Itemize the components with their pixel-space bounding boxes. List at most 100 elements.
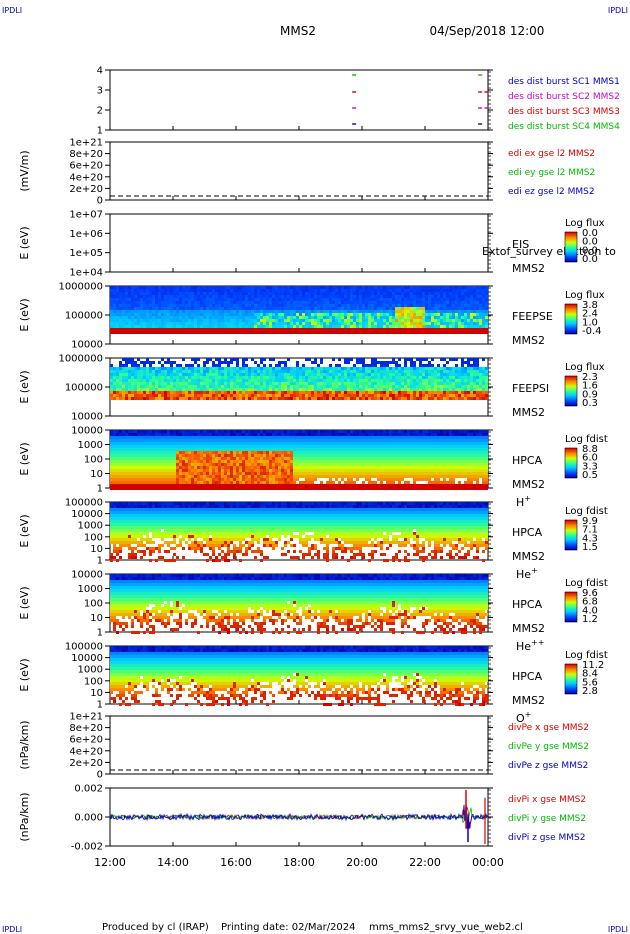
spectrogram-cell xyxy=(227,448,230,451)
spectrogram-cell xyxy=(137,301,140,304)
spectrogram-cell xyxy=(326,295,329,298)
spectrogram-cell xyxy=(431,391,434,394)
spectrogram-cell xyxy=(254,310,257,313)
spectrogram-cell xyxy=(167,373,170,376)
spectrogram-cell xyxy=(200,292,203,295)
spectrogram-cell xyxy=(149,328,152,331)
spectrogram-cell xyxy=(323,322,326,325)
spectrogram-cell xyxy=(194,475,197,478)
spectrogram-cell xyxy=(203,454,206,457)
spectrogram-cell xyxy=(287,379,290,382)
spectrogram-cell xyxy=(197,310,200,313)
spectrogram-cell xyxy=(197,454,200,457)
spectrogram-cell xyxy=(467,292,470,295)
spectrogram-cell xyxy=(434,388,437,391)
spectrogram-cell xyxy=(323,301,326,304)
spectrogram-cell xyxy=(314,373,317,376)
spectrogram-cell xyxy=(137,289,140,292)
spectrogram-cell xyxy=(173,292,176,295)
spectrogram-cell xyxy=(371,307,374,310)
spectrogram-cell xyxy=(314,292,317,295)
spectrogram-cell xyxy=(233,397,236,400)
spectrogram-cell xyxy=(458,367,461,370)
spectrogram-cell xyxy=(371,286,374,289)
spectrogram-cell xyxy=(431,304,434,307)
spectrogram-cell xyxy=(356,295,359,298)
spectrogram-cell xyxy=(182,487,185,490)
spectrogram-cell xyxy=(137,376,140,379)
spectrogram-cell xyxy=(440,385,443,388)
spectrogram-cell xyxy=(200,376,203,379)
spectrogram-cell xyxy=(167,382,170,385)
spectrogram-cell xyxy=(194,439,197,442)
spectrogram-cell xyxy=(425,292,428,295)
spectrogram-cell xyxy=(263,460,266,463)
spectrogram-cell xyxy=(149,478,152,481)
spectrogram-cell xyxy=(149,439,152,442)
spectrogram-cell xyxy=(194,382,197,385)
spectrogram-cell xyxy=(353,322,356,325)
spectrogram-cell xyxy=(242,388,245,391)
spectrogram-cell xyxy=(476,295,479,298)
spectrogram-cell xyxy=(305,397,308,400)
spectrogram-cell xyxy=(413,322,416,325)
spectrogram-cell xyxy=(194,469,197,472)
spectrogram-cell xyxy=(122,388,125,391)
spectrogram-cell xyxy=(242,328,245,331)
spectrogram-cell xyxy=(176,484,179,487)
spectrogram-cell xyxy=(122,289,125,292)
spectrogram-cell xyxy=(407,358,410,361)
spectrogram-cell xyxy=(422,325,425,328)
spectrogram-cell xyxy=(395,385,398,388)
spectrogram-cell xyxy=(221,376,224,379)
spectrogram-cell xyxy=(206,487,209,490)
spectrogram-cell xyxy=(443,295,446,298)
spectrogram-cell xyxy=(257,298,260,301)
spectrogram-cell xyxy=(221,394,224,397)
spectrogram-cell xyxy=(140,286,143,289)
spectrogram-cell xyxy=(215,325,218,328)
spectrogram-cell xyxy=(338,391,341,394)
spectrogram-cell xyxy=(236,367,239,370)
spectrogram-cell xyxy=(122,310,125,313)
spectrogram-cell xyxy=(158,457,161,460)
spectrogram-cell xyxy=(353,295,356,298)
spectrogram-cell xyxy=(191,442,194,445)
spectrogram-cell xyxy=(242,475,245,478)
spectrogram-cell xyxy=(215,397,218,400)
spectrogram-cell xyxy=(248,373,251,376)
spectrogram-cell xyxy=(128,394,131,397)
spectrogram-cell xyxy=(422,379,425,382)
spectrogram-cell xyxy=(458,382,461,385)
spectrogram-cell xyxy=(479,391,482,394)
spectrogram-cell xyxy=(257,325,260,328)
y-tick-label: 4e+20 xyxy=(69,172,103,183)
spectrogram-cell xyxy=(266,313,269,316)
spectrogram-cell xyxy=(437,364,440,367)
spectrogram-cell xyxy=(125,469,128,472)
spectrogram-cell xyxy=(110,481,113,484)
spectrogram-cell xyxy=(464,385,467,388)
spectrogram-cell xyxy=(227,379,230,382)
spectrogram-cell xyxy=(443,328,446,331)
spectrogram-cell xyxy=(344,331,347,334)
spectrogram-cell xyxy=(458,397,461,400)
spectrogram-cell xyxy=(236,373,239,376)
spectrogram-cell xyxy=(317,295,320,298)
spectrogram-cell xyxy=(236,328,239,331)
spectrogram-cell xyxy=(131,313,134,316)
spectrogram-cell xyxy=(443,382,446,385)
spectrogram-cell xyxy=(338,298,341,301)
spectrogram-cell xyxy=(461,313,464,316)
spectrogram-cell xyxy=(203,391,206,394)
spectrogram-cell xyxy=(440,325,443,328)
spectrogram-cell xyxy=(116,295,119,298)
spectrogram-cell xyxy=(398,313,401,316)
spectrogram-cell xyxy=(305,313,308,316)
spectrogram-cell xyxy=(440,286,443,289)
spectrogram-cell xyxy=(416,382,419,385)
spectrogram-cell xyxy=(275,322,278,325)
spectrogram-cell xyxy=(155,394,158,397)
spectrogram-cell xyxy=(218,481,221,484)
spectrogram-cell xyxy=(398,358,401,361)
